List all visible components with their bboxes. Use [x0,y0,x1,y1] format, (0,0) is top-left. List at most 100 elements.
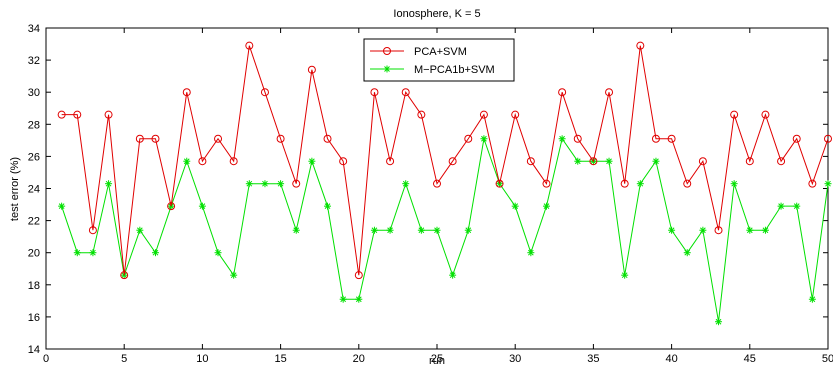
data-point [699,226,707,234]
data-point [433,179,441,188]
x-tick-label: 30 [509,353,521,365]
y-tick-label: 26 [28,151,40,163]
data-point [558,135,566,143]
axes: 0 5 10 15 20 25 30 35 40 45 50 14 16 18 20 22 24 26 28 30 32… [28,23,833,365]
data-point [480,135,488,143]
y-tick-label: 14 [28,344,40,356]
data-point [245,41,254,50]
data-point [151,134,160,143]
data-point [276,134,285,143]
data-point [370,226,378,234]
data-point [526,157,535,166]
data-point [323,134,332,143]
data-point [464,134,473,143]
x-tick-label: 45 [744,353,756,365]
data-point [479,110,488,119]
data-point [808,179,817,188]
series-line [61,45,829,276]
data-point [761,110,770,119]
data-point [511,202,519,210]
data-point [808,295,816,303]
data-point [668,226,676,234]
data-point [120,271,129,280]
x-tick-label: 35 [587,353,599,365]
data-point [636,180,644,188]
data-point [383,47,391,55]
data-point [307,65,316,74]
data-point [89,249,97,257]
data-point [636,41,645,50]
series-line [61,137,829,322]
data-point [824,134,832,143]
data-point [573,134,582,143]
series-m-pca1b-svm [58,135,832,326]
data-point [339,157,348,166]
data-point [198,157,207,166]
data-point [683,249,691,257]
data-point [730,110,739,119]
data-point [214,134,223,143]
data-point [715,318,723,326]
data-point [402,180,410,188]
data-point [167,202,176,211]
data-point [746,226,754,234]
series-pca-svm [57,41,832,280]
data-point [698,157,707,166]
data-point [777,202,785,210]
legend-label: PCA+SVM [414,46,467,58]
data-point [448,157,457,166]
data-point [73,249,81,257]
data-point [401,88,410,97]
data-point [730,180,738,188]
x-tick-label: 50 [822,353,833,365]
x-tick-label: 5 [121,353,127,365]
data-point [183,157,191,165]
data-point [792,134,801,143]
data-point [605,88,614,97]
data-point [355,295,363,303]
data-point [383,65,391,73]
y-tick-label: 34 [28,23,40,35]
data-point [324,202,332,210]
y-tick-label: 28 [28,119,40,131]
y-axis-title: test error (%) [9,157,21,221]
legend-box [363,38,515,82]
chart-title: Ionosphere, K = 5 [393,8,480,20]
data-point [230,271,238,279]
y-tick-label: 16 [28,312,40,324]
data-point [511,110,520,119]
legend: PCA+SVM M−PCA1b+SVM [363,38,515,82]
data-point [198,202,206,210]
data-point [495,179,504,188]
y-tick-label: 30 [28,87,40,99]
data-point [667,134,676,143]
data-point [714,226,723,235]
data-point [260,88,269,97]
data-point [542,202,550,210]
data-point [777,157,786,166]
x-tick-label: 20 [353,353,365,365]
data-point [417,110,426,119]
series-layer [57,41,832,326]
data-point [104,110,113,119]
data-point [151,249,159,257]
data-point [621,271,629,279]
data-point [370,88,379,97]
data-point [182,88,191,97]
data-point [229,157,238,166]
data-point [464,226,472,234]
data-point [824,180,832,188]
y-tick-label: 24 [28,184,40,196]
data-point [386,226,394,234]
data-point [558,88,567,97]
data-point [542,179,551,188]
data-point [214,249,222,257]
data-point [292,179,301,188]
x-tick-label: 10 [196,353,208,365]
data-point [277,180,285,188]
data-point [605,157,613,165]
data-point [433,226,441,234]
data-point [354,271,363,280]
data-point [793,202,801,210]
data-point [261,180,269,188]
